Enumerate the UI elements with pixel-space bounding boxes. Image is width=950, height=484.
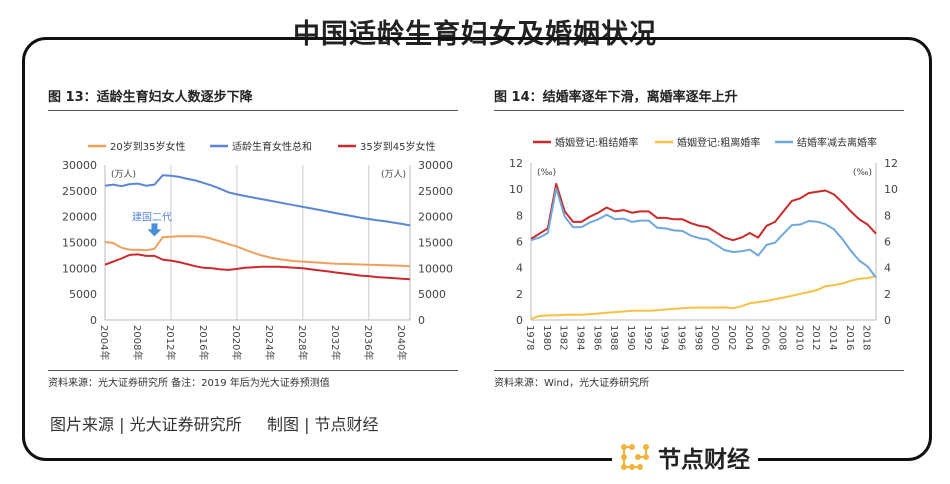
x-tick-label: 2000 <box>709 325 720 350</box>
image-credit: 图片来源 | 光大证券研究所 制图 | 节点财经 <box>50 415 379 434</box>
y-tick-label-right: 0 <box>418 314 425 327</box>
series-line-1 <box>530 182 877 242</box>
legend-label: 20岁到35岁女性 <box>110 140 185 153</box>
x-tick-label: 1996 <box>675 325 686 350</box>
x-tick-label: 1992 <box>642 325 653 350</box>
y-tick-label-right: 25000 <box>418 185 453 198</box>
series-line-1 <box>104 235 411 268</box>
unit-label-right: (‰) <box>853 168 872 178</box>
chart1-source: 资料来源：光大证券研究所 备注：2019 年后为光大证券预测值 <box>48 378 330 389</box>
x-tick-label: 2012年 <box>164 325 177 360</box>
legend-label: 婚姻登记:粗结婚率 <box>555 136 638 149</box>
chart1-title: 图 13：适龄生育妇女人数逐步下降 <box>48 90 253 105</box>
annotation-label: 建国二代 <box>132 211 172 224</box>
x-tick-label: 2016 <box>844 325 855 350</box>
divider <box>494 370 904 371</box>
brand-logo: 节点财经 <box>612 440 758 474</box>
y-tick-label-left: 30000 <box>62 159 97 172</box>
x-tick-label: 2004年 <box>98 325 111 360</box>
y-tick-label-left: 10000 <box>62 262 97 275</box>
y-tick-label-right: 2 <box>884 288 891 301</box>
x-tick-label: 2032年 <box>329 325 342 360</box>
divider <box>494 110 904 111</box>
legend-label: 适龄生育女性总和 <box>232 140 312 153</box>
y-tick-label-left: 25000 <box>62 185 97 198</box>
x-tick-label: 2028年 <box>296 325 309 360</box>
y-tick-label-left: 4 <box>516 262 523 275</box>
x-tick-label: 2012 <box>810 325 821 350</box>
x-tick-label: 2024年 <box>263 325 276 360</box>
x-tick-label: 2040年 <box>395 325 408 360</box>
y-tick-label-left: 10 <box>509 183 523 196</box>
x-tick-label: 2004 <box>743 325 754 350</box>
y-tick-label-left: 15000 <box>62 237 97 250</box>
y-tick-label-left: 6 <box>516 236 523 249</box>
y-tick-label-right: 10 <box>884 183 898 196</box>
x-tick-label: 2018 <box>861 325 872 350</box>
y-tick-label-right: 8 <box>884 209 891 222</box>
y-tick-label-right: 12 <box>884 157 898 170</box>
unit-label-left: (万人) <box>111 169 136 180</box>
x-tick-label: 2006 <box>760 325 771 350</box>
x-tick-label: 2010 <box>793 325 804 350</box>
series-line-2 <box>530 275 877 320</box>
legend-label: 婚姻登记:粗离婚率 <box>677 136 760 149</box>
series-line-2 <box>104 174 411 227</box>
x-tick-label: 2002 <box>726 325 737 350</box>
x-tick-label: 1994 <box>659 325 670 350</box>
x-tick-label: 1982 <box>558 325 569 350</box>
y-tick-label-right: 0 <box>884 314 891 327</box>
y-tick-label-left: 0 <box>90 314 97 327</box>
y-tick-label-left: 20000 <box>62 211 97 224</box>
x-tick-label: 2016年 <box>197 325 210 360</box>
x-tick-label: 1978 <box>524 325 535 350</box>
chart2-source: 资料来源：Wind，光大证券研究所 <box>494 378 650 389</box>
x-tick-label: 1980 <box>541 325 552 350</box>
legend-label: 35岁到45岁女性 <box>360 140 435 153</box>
y-tick-label-left: 2 <box>516 288 523 301</box>
series-line-3 <box>104 253 411 281</box>
x-tick-label: 1986 <box>591 325 602 350</box>
y-tick-label-right: 10000 <box>418 262 453 275</box>
logo-text: 节点财经 <box>658 447 750 473</box>
series-line-3 <box>530 187 877 279</box>
x-tick-label: 1998 <box>692 325 703 350</box>
unit-label-right: (万人) <box>381 169 406 180</box>
x-tick-label: 2008 <box>776 325 787 350</box>
chart2-title: 图 14：结婚率逐年下滑，离婚率逐年上升 <box>494 90 738 105</box>
x-tick-label: 2020年 <box>230 325 243 360</box>
y-tick-label-right: 20000 <box>418 211 453 224</box>
x-tick-label: 2036年 <box>362 325 375 360</box>
y-tick-label-left: 8 <box>516 209 523 222</box>
x-tick-label: 1988 <box>608 325 619 350</box>
y-tick-label-right: 5000 <box>418 288 446 301</box>
unit-label-left: (‰) <box>537 168 556 178</box>
x-tick-label: 2008年 <box>131 325 144 360</box>
y-tick-label-right: 30000 <box>418 159 453 172</box>
y-tick-label-left: 0 <box>516 314 523 327</box>
y-tick-label-right: 6 <box>884 236 891 249</box>
y-tick-label-left: 12 <box>509 157 523 170</box>
y-tick-label-right: 15000 <box>418 237 453 250</box>
divider <box>48 110 458 111</box>
card-frame <box>22 37 932 461</box>
x-tick-label: 1990 <box>625 325 636 350</box>
y-tick-label-left: 5000 <box>69 288 97 301</box>
main-title: 中国适龄生育妇女及婚姻状况 <box>279 19 671 50</box>
y-tick-label-right: 4 <box>884 262 891 275</box>
main-title-band: 中国适龄生育妇女及婚姻状况 <box>0 12 950 51</box>
x-tick-label: 2014 <box>827 325 838 350</box>
legend-label: 结婚率减去离婚率 <box>797 136 877 149</box>
arrow-down-icon <box>147 223 162 237</box>
divider <box>48 370 458 371</box>
x-tick-label: 1984 <box>574 325 585 350</box>
logo-icon <box>621 444 649 470</box>
